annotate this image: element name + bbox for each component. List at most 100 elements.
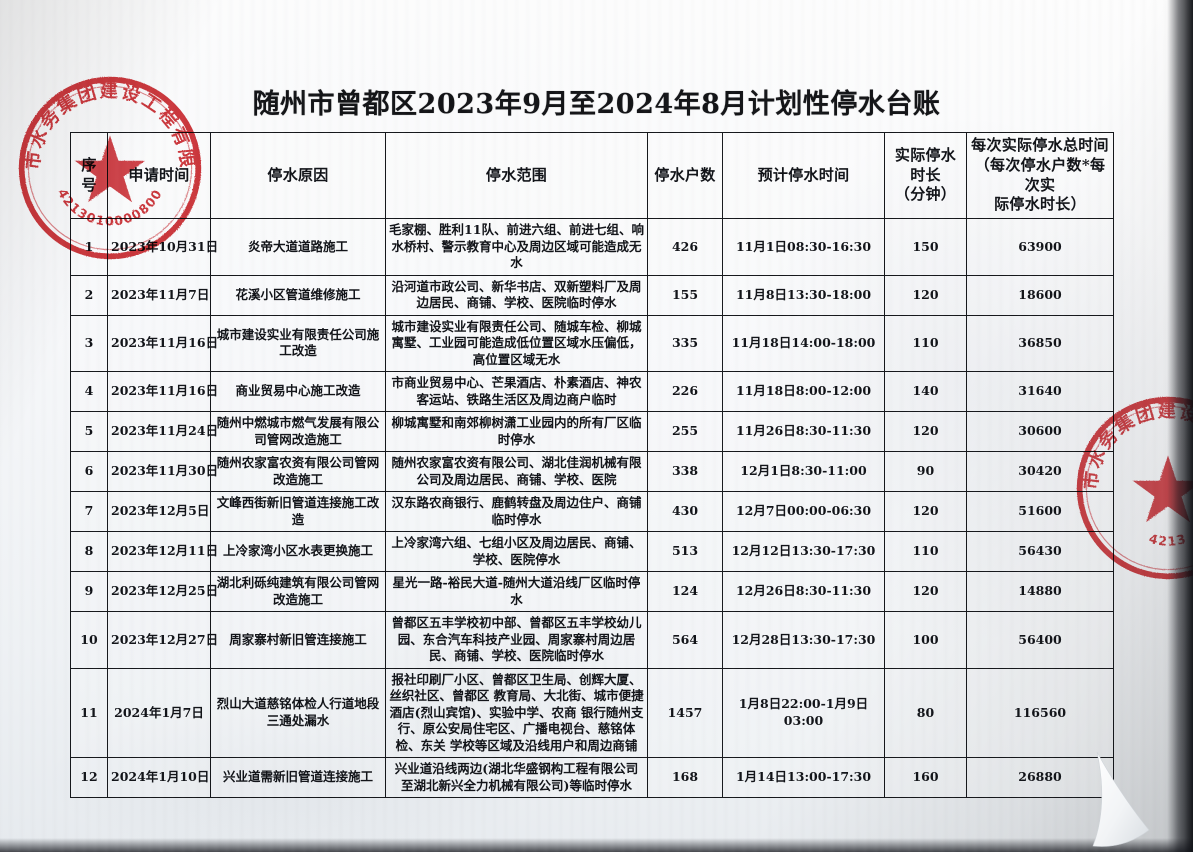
cell-total-time: 31640 (966, 371, 1114, 413)
cell-actual-duration: 120 (884, 274, 967, 316)
cell-total-time: 56400 (966, 611, 1114, 669)
cell-reason: 随州中燃城市燃气发展有限公司管网改造施工 (210, 411, 386, 453)
cell-index: 6 (70, 451, 108, 493)
column-header-households: 停水户数 (647, 131, 723, 220)
cell-households: 564 (647, 611, 723, 669)
cell-households: 124 (647, 571, 723, 613)
table-row: 12 2024年1月10日 兴业道需新旧管道连接施工 兴业道沿线两边(湖北华盛钢构工程… (70, 757, 1114, 799)
cell-households: 226 (647, 371, 723, 413)
cell-planned-time: 12月1日8:30-11:00 (722, 451, 885, 493)
column-header-planned-time: 预计停水时间 (722, 131, 885, 220)
cell-total-time: 26880 (966, 757, 1114, 799)
column-header-apply-date: 申请时间 (107, 131, 211, 220)
column-header-total-time: 每次实际停水总时间 （每次停水户数*每次实 际停水时长） (966, 131, 1114, 220)
cell-planned-time: 11月18日14:00-18:00 (722, 314, 885, 373)
column-header-reason: 停水原因 (210, 131, 386, 220)
cell-apply-date: 2023年10月31日 (107, 218, 218, 276)
cell-actual-duration: 120 (884, 571, 967, 613)
cell-reason: 上冷家湾小区水表更换施工 (210, 531, 386, 573)
cell-total-time: 18600 (966, 274, 1114, 316)
cell-planned-time: 12月28日13:30-17:30 (722, 611, 885, 669)
cell-scope: 柳城寓墅和南郊柳树潇工业园内的所有厂区临时停水 (385, 411, 648, 453)
cell-households: 168 (647, 757, 723, 799)
cell-planned-time: 11月18日8:00-12:00 (722, 371, 885, 413)
cell-scope: 报社印刷厂小区、曾都区卫生局、创辉大厦、丝织社区、曾都区 教育局、大北街、城市便… (385, 667, 648, 759)
cell-total-time: 116560 (966, 667, 1114, 759)
cell-scope: 汉东路农商银行、鹿鹤转盘及周边住户、商铺临时停水 (385, 491, 648, 533)
cell-scope: 随州农家富农资有限公司、湖北佳润机械有限公司及周边居民、商铺、学校、医院 (385, 451, 648, 493)
table-row: 8 2023年12月11日 上冷家湾小区水表更换施工 上冷家湾六组、七组小区及周边居民… (70, 531, 1114, 573)
cell-index: 1 (70, 218, 108, 276)
cell-reason: 随州农家富农资有限公司管网改造施工 (210, 451, 386, 493)
cell-households: 155 (647, 274, 723, 316)
table-row: 6 2023年11月30日 随州农家富农资有限公司管网改造施工 随州农家富农资有限公司… (70, 451, 1114, 493)
cell-actual-duration: 150 (884, 218, 967, 276)
cell-index: 4 (70, 371, 108, 413)
cell-reason: 炎帝大道道路施工 (210, 218, 386, 276)
cell-total-time: 56430 (966, 531, 1114, 573)
cell-actual-duration: 110 (884, 314, 967, 373)
cell-index: 10 (70, 611, 108, 669)
cell-actual-duration: 80 (884, 667, 967, 759)
cell-scope: 沿河道市政公司、新华书店、双新塑料厂及周边居民、商铺、学校、医院临时停水 (385, 274, 648, 316)
table-row: 10 2023年12月27日 周家寨村新旧管连接施工 曾都区五丰学校初中部、曾都区五丰… (70, 611, 1114, 669)
column-header-duration-line3: （分钟） (894, 185, 957, 204)
cell-total-time: 36850 (966, 314, 1114, 373)
cell-reason: 湖北利砾纯建筑有限公司管网改造施工 (210, 571, 386, 613)
cell-planned-time: 11月8日13:30-18:00 (722, 274, 885, 316)
cell-households: 338 (647, 451, 723, 493)
cell-index: 5 (70, 411, 108, 453)
cell-apply-date: 2023年11月30日 (107, 451, 218, 493)
cell-actual-duration: 90 (884, 451, 967, 493)
column-header-index-line2: 号 (81, 175, 97, 194)
cell-index: 8 (70, 531, 108, 573)
page-title: 随州市曾都区2023年9月至2024年8月计划性停水台账 (252, 89, 941, 120)
cell-apply-date: 2023年11月16日 (107, 371, 218, 413)
table-row: 7 2023年12月5日 文峰西街新旧管道连接施工改造 汉东路农商银行、鹿鹤转盘及周边… (70, 491, 1114, 533)
table-row: 11 2024年1月7日 烈山大道慈铭体检人行道地段三通处漏水 报社印刷厂小区、曾都区… (70, 667, 1114, 759)
table-row: 3 2023年11月16日 城市建设实业有限责任公司施工改造 城市建设实业有限责任公司… (70, 314, 1114, 373)
column-header-total-line3: 际停水时长） (994, 195, 1086, 214)
cell-apply-date: 2023年12月25日 (107, 571, 218, 613)
cell-apply-date: 2023年11月24日 (107, 411, 218, 453)
column-header-total-line2: （每次停水户数*每次实 (974, 155, 1106, 194)
cell-apply-date: 2023年12月11日 (107, 531, 218, 573)
cell-households: 426 (647, 218, 723, 276)
column-header-duration-line1: 实际停水 (894, 145, 957, 164)
cell-scope: 兴业道沿线两边(湖北华盛钢构工程有限公司至湖北新兴全力机械有限公司)等临时停水 (385, 757, 648, 799)
cell-apply-date: 2023年12月5日 (107, 491, 211, 533)
scan-bottom-shadow (0, 838, 1193, 852)
cell-index: 3 (70, 314, 108, 373)
cell-scope: 毛家棚、胜利11队、前进六组、前进七组、响水桥村、警示教育中心及周边区域可能造成… (385, 218, 648, 276)
cell-total-time: 30420 (966, 451, 1114, 493)
table-row: 4 2023年11月16日 商业贸易中心施工改造 市商业贸易中心、芒果酒店、朴素酒店、… (70, 371, 1114, 413)
cell-reason: 商业贸易中心施工改造 (210, 371, 386, 413)
column-header-actual-duration: 实际停水 时长 （分钟） (884, 131, 967, 220)
cell-reason: 周家寨村新旧管连接施工 (210, 611, 386, 669)
cell-apply-date: 2023年11月7日 (107, 274, 211, 316)
cell-index: 7 (70, 491, 108, 533)
cell-reason: 烈山大道慈铭体检人行道地段三通处漏水 (210, 667, 386, 759)
cell-planned-time: 1月8日22:00-1月9日03:00 (722, 667, 885, 759)
cell-households: 335 (647, 314, 723, 373)
scan-right-shadow (1167, 0, 1193, 852)
cell-apply-date: 2024年1月10日 (107, 757, 211, 799)
cell-planned-time: 11月26日8:30-11:30 (722, 411, 885, 453)
cell-index: 9 (70, 571, 108, 613)
cell-scope: 城市建设实业有限责任公司、随城车检、柳城寓墅、工业园可能造成低位置区域水压偏低，… (385, 314, 648, 373)
cell-reason: 城市建设实业有限责任公司施工改造 (210, 314, 386, 373)
cell-actual-duration: 160 (884, 757, 967, 799)
cell-actual-duration: 100 (884, 611, 967, 669)
cell-actual-duration: 110 (884, 531, 967, 573)
cell-reason: 花溪小区管道维修施工 (210, 274, 386, 316)
cell-scope: 市商业贸易中心、芒果酒店、朴素酒店、神农客运站、铁路生活区及周边商户临时 (385, 371, 648, 413)
cell-planned-time: 12月7日00:00-06:30 (722, 491, 885, 533)
cell-total-time: 14880 (966, 571, 1114, 613)
cell-apply-date: 2023年12月27日 (107, 611, 218, 669)
cell-scope: 上冷家湾六组、七组小区及周边居民、商铺、学校、医院停水 (385, 531, 648, 573)
cell-total-time: 30600 (966, 411, 1114, 453)
cell-households: 1457 (647, 667, 723, 759)
cell-index: 11 (70, 667, 108, 759)
cell-households: 255 (647, 411, 723, 453)
